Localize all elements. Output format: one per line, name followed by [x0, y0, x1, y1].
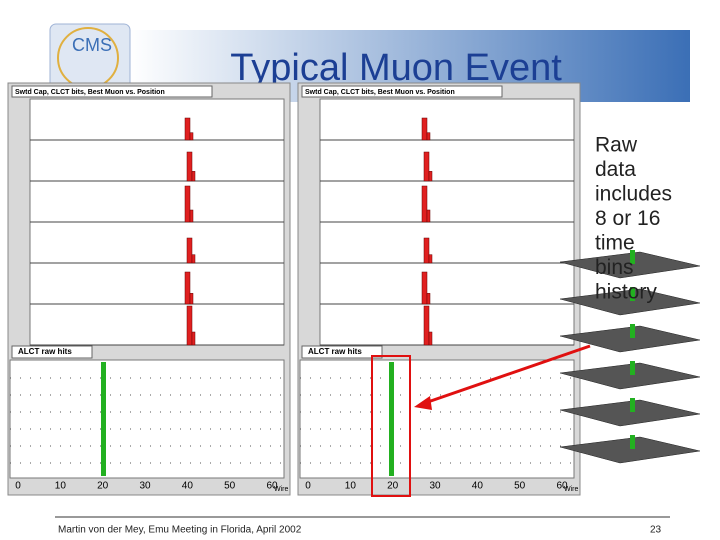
x-tick-label: 0 [15, 481, 21, 492]
hist-spike [186, 151, 193, 182]
note-line: includes [595, 183, 672, 206]
arrow-head [414, 396, 432, 410]
x-tick-label: 10 [345, 481, 357, 492]
time-bin-hit [630, 435, 635, 449]
raw-title: ALCT raw hits [18, 347, 72, 356]
note-line: history [595, 281, 657, 304]
note-line: 8 or 16 [595, 207, 660, 230]
raw-title-bar [301, 345, 383, 359]
raw-title: ALCT raw hits [308, 347, 362, 356]
x-tick-label: 50 [224, 481, 236, 492]
hist-title-bar [301, 85, 503, 98]
hist-spike [423, 305, 430, 346]
time-bin-hit [630, 287, 635, 301]
hist-spike [421, 185, 428, 223]
hist-spike [426, 293, 431, 305]
hist-spike [186, 305, 193, 346]
x-tick-label: 60 [266, 481, 278, 492]
note-line: bins [595, 256, 634, 279]
hist-spike [189, 209, 194, 223]
hist-spike [428, 171, 433, 182]
raw-area [299, 359, 575, 479]
x-tick-label: 60 [556, 481, 568, 492]
time-bin-plot [559, 325, 701, 353]
hist-spike [189, 132, 194, 141]
x-tick-label: 30 [429, 481, 441, 492]
x-tick-label: 20 [97, 481, 109, 492]
panels: Swtd Cap, CLCT bits, Best Muon vs. Posit… [7, 82, 581, 496]
hist-title-bar [11, 85, 213, 98]
time-bin-hit [630, 361, 635, 375]
time-bin-plot [559, 436, 701, 464]
x-tick-label: 20 [387, 481, 399, 492]
x-tick-label: 50 [514, 481, 526, 492]
hist-spike [184, 117, 191, 141]
time-bin-hit [630, 324, 635, 338]
raw-hit [389, 362, 394, 476]
time-bin-hit [630, 398, 635, 412]
hist-spike [426, 209, 431, 223]
time-bin-plot [559, 288, 701, 316]
time-bin-plot [559, 362, 701, 390]
hist-spike [428, 254, 433, 264]
x-axis-label: Wire [564, 486, 578, 493]
x-tick-label: 30 [139, 481, 151, 492]
hist-spike [184, 271, 191, 305]
page-number: 23 [650, 525, 662, 536]
x-tick-label: 0 [305, 481, 311, 492]
note-line: Raw [595, 134, 638, 157]
time-bin-plot [559, 399, 701, 427]
raw-hit [101, 362, 106, 476]
hist-spike [191, 254, 196, 264]
hist-title: Swtd Cap, CLCT bits, Best Muon vs. Posit… [15, 89, 165, 96]
x-tick-label: 40 [182, 481, 194, 492]
raw-area [9, 359, 285, 479]
logo-text: CMS [72, 35, 112, 55]
time-bin-hit [630, 250, 635, 264]
hist-spike [186, 237, 193, 264]
hist-spike [423, 237, 430, 264]
hist-spike [191, 331, 196, 346]
x-tick-label: 40 [472, 481, 484, 492]
x-axis-label: Wire [274, 486, 288, 493]
hist-spike [423, 151, 430, 182]
arrow-shaft [421, 344, 591, 406]
hist-spike [191, 171, 196, 182]
footer-text: Martin von der Mey, Emu Meeting in Flori… [58, 525, 302, 536]
hist-title: Swtd Cap, CLCT bits, Best Muon vs. Posit… [305, 89, 455, 96]
note-line: data [595, 158, 636, 181]
hist-spike [184, 185, 191, 223]
note-line: time [595, 232, 635, 255]
hist-spike [426, 132, 431, 141]
time-bin-plot [559, 251, 701, 279]
hist-spike [428, 331, 433, 346]
x-tick-label: 10 [55, 481, 67, 492]
raw-title-bar [11, 345, 93, 359]
hist-spike [189, 293, 194, 305]
hist-spike [421, 117, 428, 141]
slide-title: Typical Muon Event [230, 47, 562, 89]
highlight-box [371, 355, 411, 497]
hist-spike [421, 271, 428, 305]
